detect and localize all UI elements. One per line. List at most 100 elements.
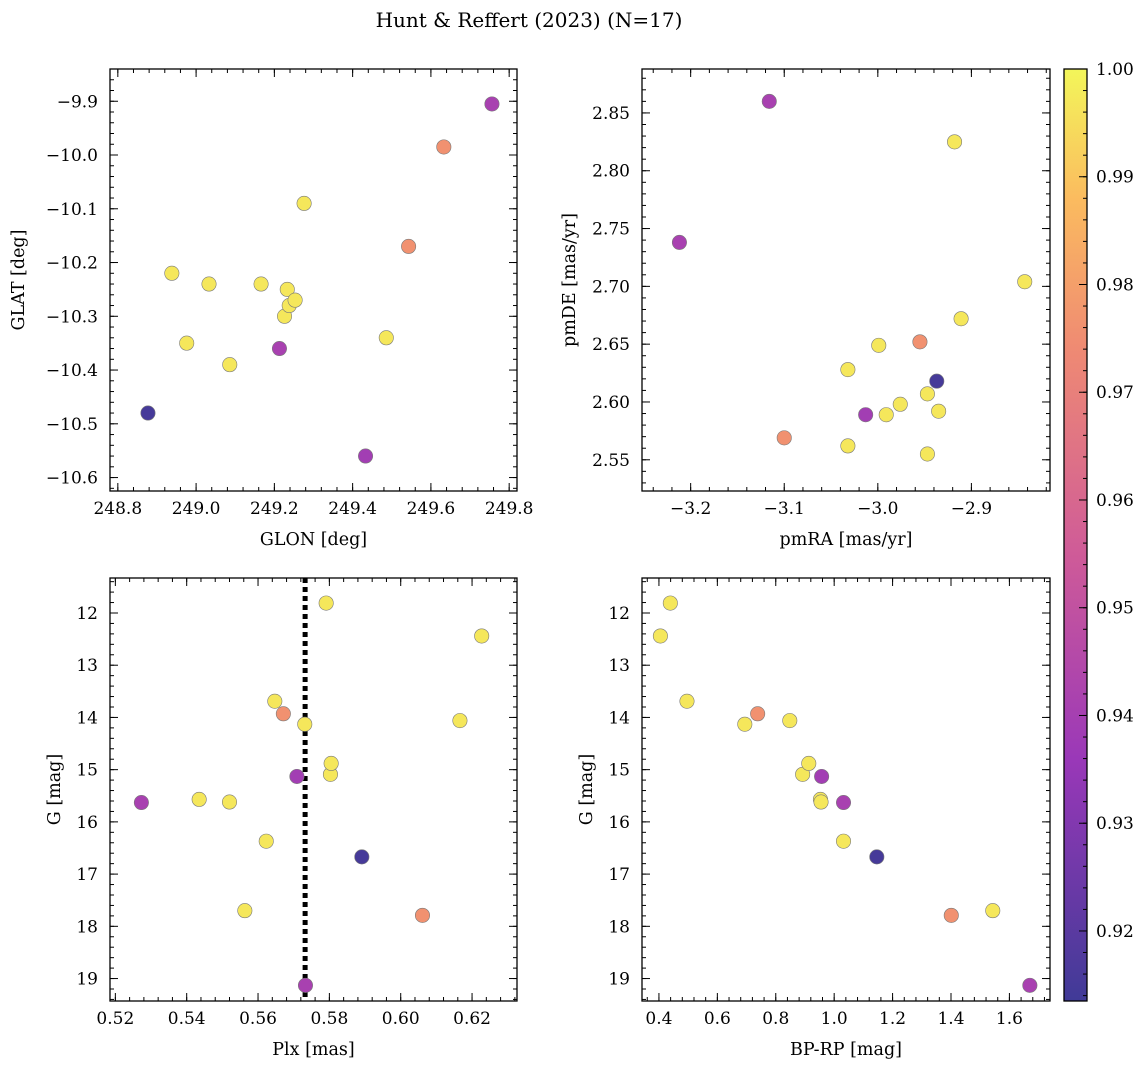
x-tick-label: 1.6: [996, 1009, 1023, 1029]
data-point: [275, 706, 291, 722]
data-point: [1017, 274, 1033, 290]
data-point: [258, 833, 274, 849]
x-tick-label: 0.60: [382, 1009, 420, 1029]
x-tick-label: 1.4: [937, 1009, 964, 1029]
x-tick-label: 0.54: [168, 1009, 206, 1029]
data-point: [953, 311, 969, 327]
data-point: [414, 907, 430, 923]
data-point: [761, 93, 777, 109]
data-point: [179, 335, 195, 351]
data-point: [892, 396, 908, 412]
data-point: [871, 337, 887, 353]
x-tick-label: −3.2: [670, 499, 711, 519]
x-axis-label: Plx [mas]: [272, 1040, 354, 1060]
x-tick-label: 249.8: [485, 499, 534, 519]
data-point: [943, 907, 959, 923]
colorbar-tick-label: 0.93: [1096, 814, 1134, 834]
x-tick-label: 0.52: [96, 1009, 134, 1029]
y-tick-label: 16: [76, 813, 98, 833]
y-tick-label: −10.4: [46, 361, 98, 381]
minor-ticks: [110, 578, 517, 1001]
data-point: [140, 405, 156, 421]
x-tick-label: 0.4: [645, 1009, 672, 1029]
data-point: [191, 791, 207, 807]
data-point: [878, 407, 894, 423]
bprp-g-panel: 0.4 0.6 0.8 1.0 1.2 1.4 1.6 12 13 14 15 16 17 18 19 BP-…: [577, 577, 1051, 1060]
data-point: [813, 794, 829, 810]
x-axis-label: BP-RP [mag]: [790, 1040, 902, 1060]
plot-frame: [109, 577, 518, 1002]
minor-ticks: [642, 578, 1050, 1001]
y-tick-label: −10.6: [46, 469, 98, 489]
data-point: [267, 693, 283, 709]
data-point: [652, 628, 668, 644]
data-point: [919, 386, 935, 402]
x-tick-label: 0.8: [762, 1009, 789, 1029]
y-axis-label: pmDE [mas/yr]: [560, 213, 580, 347]
data-point: [1022, 977, 1038, 993]
data-point: [782, 713, 798, 729]
data-point: [836, 833, 852, 849]
x-tick-label: −2.9: [951, 499, 992, 519]
y-tick-label: 17: [76, 865, 98, 885]
x-tick-label: 248.8: [93, 499, 142, 519]
colorbar: 0.92 0.93 0.94 0.95 0.96 0.97 0.98 0.99 1.00: [1063, 60, 1134, 1002]
data-point: [814, 768, 830, 784]
colorbar-frame: [1063, 68, 1088, 1002]
x-tick-label: 0.6: [704, 1009, 731, 1029]
data-point: [436, 139, 452, 155]
x-tick-label: −3.1: [764, 499, 805, 519]
data-point: [221, 794, 237, 810]
data-point: [776, 430, 792, 446]
y-tick-label: 15: [608, 761, 630, 781]
y-tick-label: 12: [608, 604, 630, 624]
data-point: [931, 403, 947, 419]
y-axis-label: G [mag]: [577, 754, 597, 825]
data-point: [297, 716, 313, 732]
x-tick-label: 249.4: [328, 499, 377, 519]
colorbar-tick-label: 0.99: [1096, 168, 1134, 188]
colorbar-gradient: [1064, 69, 1087, 1001]
x-tick-label: 249.2: [250, 499, 299, 519]
x-tick-label: 249.6: [407, 499, 456, 519]
y-tick-label: 2.80: [592, 162, 630, 182]
x-tick-label: 249.0: [172, 499, 221, 519]
data-point: [296, 195, 312, 211]
y-tick-label: 2.85: [592, 104, 630, 124]
data-points: [652, 595, 1038, 993]
data-point: [662, 595, 678, 611]
data-points: [133, 578, 490, 1001]
x-tick-label: 1.2: [879, 1009, 906, 1029]
data-point: [318, 595, 334, 611]
data-points: [140, 96, 500, 464]
pmra-pmde-panel: −3.2 −3.1 −3.0 −2.9 2.55 2.60 2.65 2.70 2.75 2.80…: [560, 68, 1051, 550]
x-tick-label: 1.0: [821, 1009, 848, 1029]
data-point: [929, 373, 945, 389]
data-point: [840, 438, 856, 454]
minor-ticks: [642, 69, 1050, 491]
colorbar-tick-label: 1.00: [1096, 60, 1134, 80]
data-point: [222, 357, 238, 373]
y-tick-label: 17: [608, 865, 630, 885]
y-tick-label: −10.3: [46, 307, 98, 327]
data-point: [401, 238, 417, 254]
data-point: [869, 849, 885, 865]
data-point: [323, 755, 339, 771]
data-point: [253, 276, 269, 292]
colorbar-tick-label: 0.97: [1096, 383, 1134, 403]
plot-frame: [641, 577, 1051, 1002]
y-axis-label: GLAT [deg]: [9, 230, 29, 331]
data-point: [836, 795, 852, 811]
data-point: [737, 716, 753, 732]
data-point: [750, 706, 766, 722]
y-tick-label: 19: [608, 970, 630, 990]
data-point: [840, 362, 856, 378]
y-tick-label: −10.5: [46, 415, 98, 435]
colorbar-tick-label: 0.96: [1096, 491, 1134, 511]
data-point: [985, 903, 1001, 919]
colorbar-tick-label: 0.94: [1096, 706, 1134, 726]
x-axis-label: pmRA [mas/yr]: [780, 530, 913, 550]
data-point: [358, 448, 374, 464]
y-tick-label: 2.55: [592, 451, 630, 471]
data-point: [279, 281, 295, 297]
